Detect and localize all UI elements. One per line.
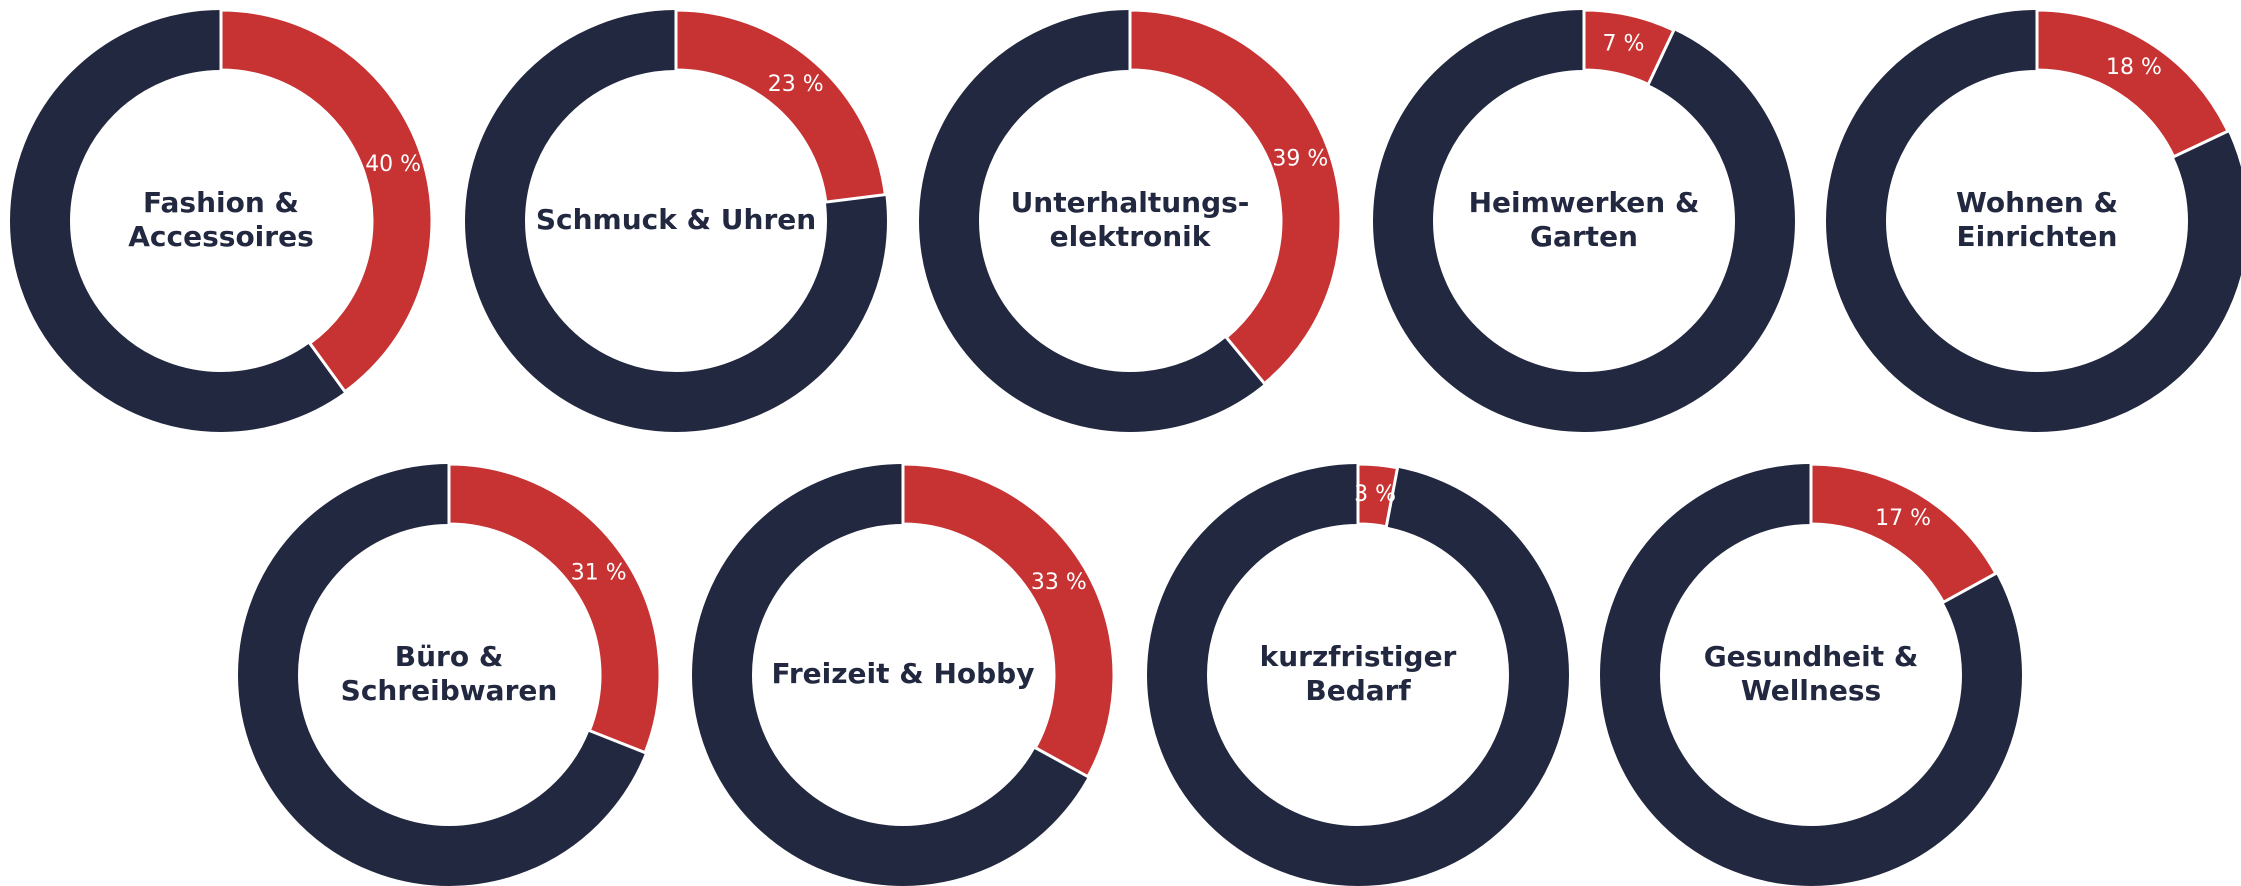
center-label: Einrichten (1957, 220, 2118, 253)
donut-segment (1809, 462, 1998, 605)
value-label: 31 % (571, 560, 627, 585)
center-label: Heimwerken & (1469, 186, 1700, 219)
center-label: kurzfristiger (1260, 640, 1457, 673)
center-label: Accessoires (128, 220, 314, 253)
center-label: Freizeit & Hobby (772, 657, 1035, 690)
value-label: 40 % (365, 152, 421, 177)
donut-segment (1128, 8, 1343, 386)
donut: 31 % Büro &Schreibwaren (238, 462, 662, 886)
center-label: Bedarf (1305, 674, 1411, 707)
donut: 39 % Unterhaltungs-elektronik (919, 8, 1343, 432)
donut-segment (901, 462, 1116, 779)
value-label: 18 % (2106, 55, 2162, 80)
donut-segment (219, 8, 434, 394)
center-label: Fashion & (143, 186, 299, 219)
donut: 23 % Schmuck & Uhren (465, 8, 888, 432)
value-label: 33 % (1031, 570, 1087, 595)
donut: 33 % Freizeit & Hobby (692, 462, 1116, 886)
center-label: Schreibwaren (341, 674, 558, 707)
donut-segment (1356, 462, 1400, 529)
value-label: 17 % (1875, 506, 1931, 531)
donut-segment (1582, 8, 1676, 87)
value-label: 3 % (1354, 482, 1396, 507)
value-label: 7 % (1603, 31, 1645, 56)
donut: 17 % Gesundheit &Wellness (1600, 462, 2022, 886)
value-label: 23 % (768, 72, 824, 97)
center-label: Büro & (395, 640, 504, 673)
center-label: elektronik (1050, 220, 1212, 253)
donut-segment (2035, 8, 2230, 159)
donut: 40 % Fashion &Accessoires (10, 8, 434, 432)
donut-segment (447, 462, 662, 755)
center-label: Wellness (1741, 674, 1881, 707)
center-label: Wohnen & (1956, 186, 2118, 219)
center-label: Garten (1530, 220, 1638, 253)
center-label: Gesundheit & (1704, 640, 1919, 673)
center-label: Unterhaltungs- (1011, 186, 1250, 219)
donut: 7 % Heimwerken &Garten (1373, 8, 1795, 432)
value-label: 39 % (1272, 147, 1328, 172)
donut: 18 % Wohnen &Einrichten (1826, 8, 2241, 432)
center-label: Schmuck & Uhren (536, 203, 816, 236)
donut-segment (674, 8, 888, 204)
